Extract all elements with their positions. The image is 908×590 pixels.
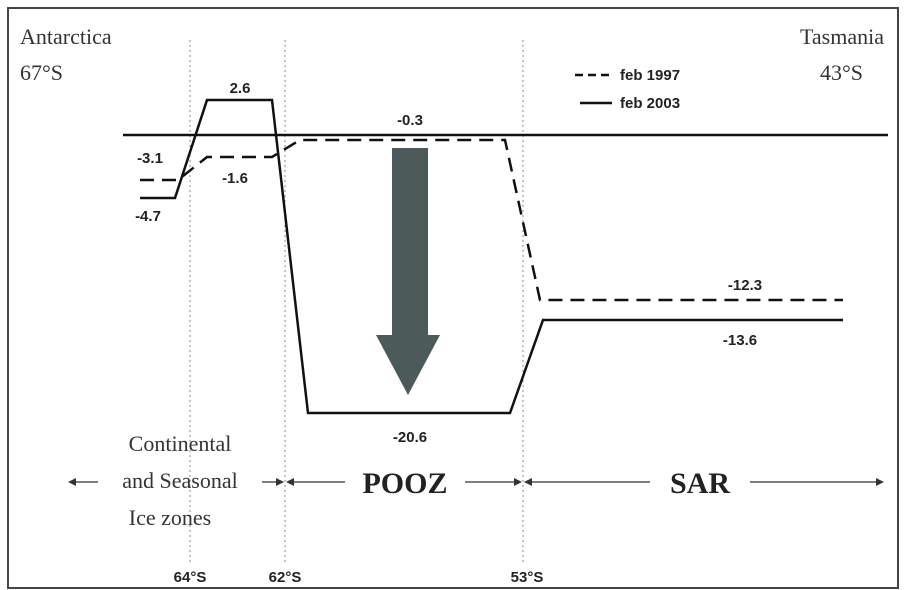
value-label: -13.6 — [723, 332, 757, 349]
zone-label: POOZ — [362, 467, 447, 500]
zone-label: SAR — [670, 467, 730, 500]
zone-label: and Seasonal — [122, 468, 237, 493]
place: Tasmania — [800, 24, 884, 49]
zone-label: Continental — [129, 431, 232, 456]
legend-label: feb 2003 — [620, 95, 680, 112]
value-label: -20.6 — [393, 429, 427, 446]
value-label: -0.3 — [397, 112, 423, 129]
value-label: -12.3 — [728, 277, 762, 294]
value-label: -4.7 — [135, 208, 161, 225]
arrowheads — [68, 478, 884, 486]
line-1997 — [140, 138, 843, 302]
value-label: 2.6 — [230, 80, 251, 97]
arrow — [376, 148, 440, 395]
zone-label: Ice zones — [129, 505, 211, 530]
latitude-label: 64°S — [174, 569, 207, 586]
legend-label: feb 1997 — [620, 67, 680, 84]
value-label: -3.1 — [137, 150, 163, 167]
latitude: 43°S — [820, 60, 863, 85]
line-2003 — [140, 98, 843, 415]
latitude: 67°S — [20, 60, 63, 85]
value-label: -1.6 — [222, 170, 248, 187]
frame — [7, 7, 899, 589]
place: Antarctica — [20, 24, 112, 49]
latitude-label: 53°S — [511, 569, 544, 586]
latitude-label: 62°S — [269, 569, 302, 586]
